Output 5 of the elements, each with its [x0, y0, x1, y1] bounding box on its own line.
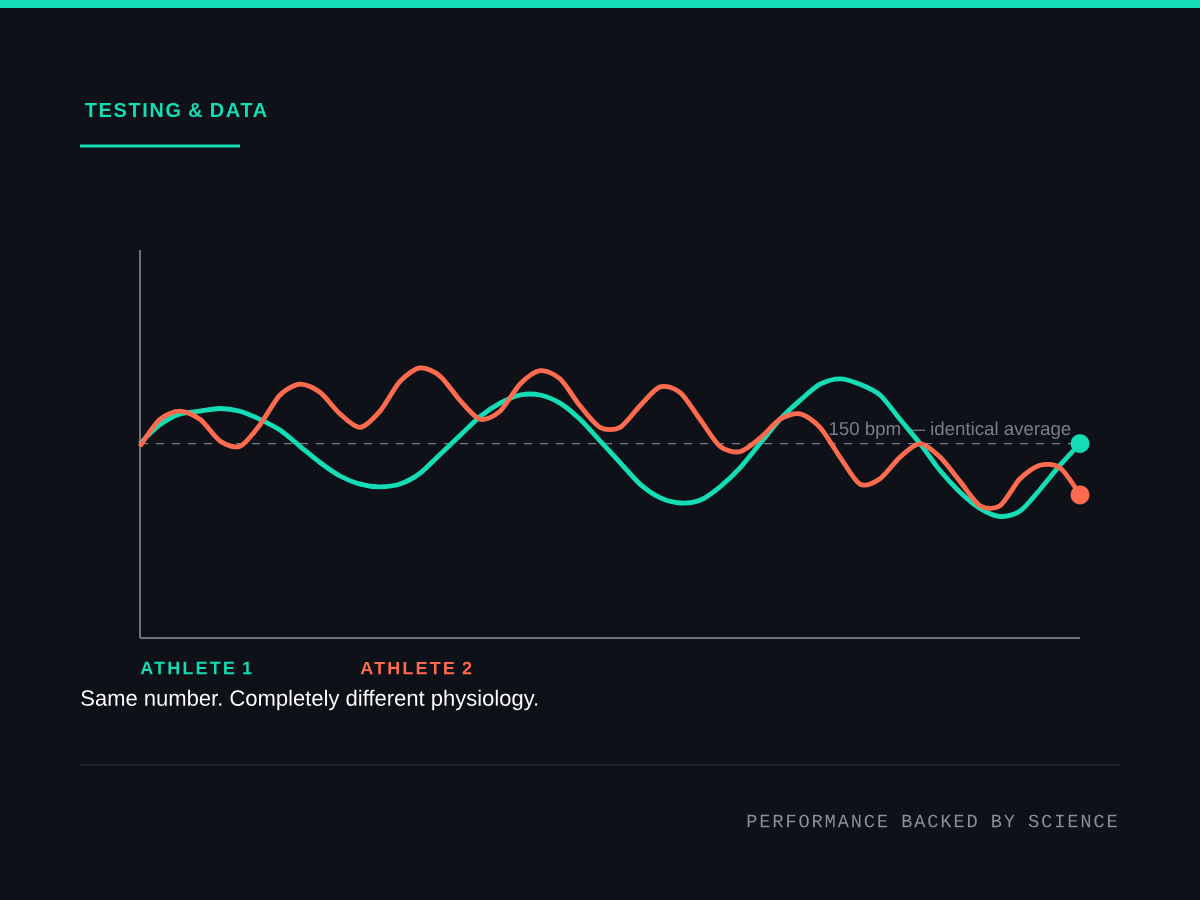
text: ATHLETE 1 [140, 661, 252, 675]
chart-title: TESTING & DATA [84, 102, 267, 118]
text: ATHLETE 2 [360, 661, 472, 675]
text: Same number. Completely different physiology. [81, 689, 538, 711]
text: PERFORMANCE BACKED BY SCIENCE [747, 814, 1117, 828]
